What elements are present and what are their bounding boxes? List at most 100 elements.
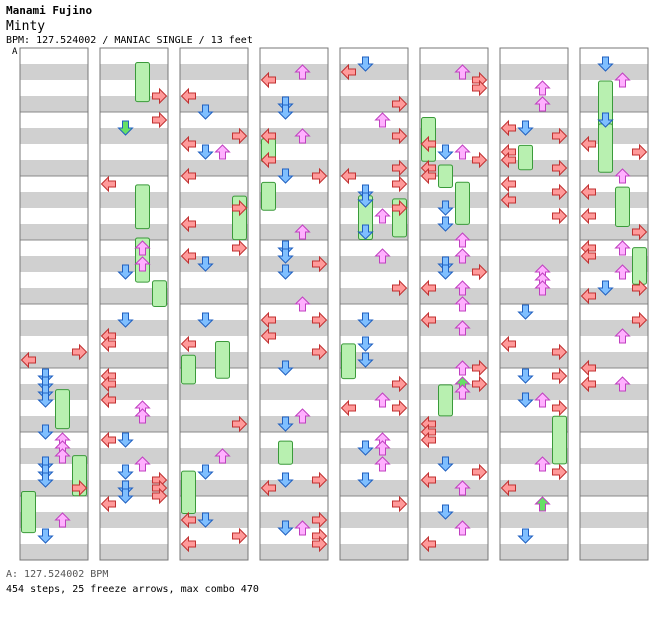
step-arrow-up bbox=[374, 456, 391, 472]
freeze-arrow bbox=[181, 354, 196, 385]
stripe-band bbox=[20, 320, 88, 336]
step-arrow-right bbox=[152, 87, 168, 105]
stripe-band bbox=[260, 64, 328, 80]
freeze-arrow bbox=[278, 440, 293, 465]
stripe-band bbox=[180, 480, 248, 496]
freeze-arrow bbox=[598, 123, 613, 173]
stripe-band bbox=[500, 192, 568, 208]
step-arrow-right bbox=[472, 151, 488, 169]
stripe-band bbox=[180, 320, 248, 336]
step-arrow-down bbox=[437, 200, 454, 216]
stripe-band bbox=[580, 448, 648, 464]
stripe-band bbox=[340, 192, 408, 208]
freeze-arrow bbox=[632, 247, 647, 285]
step-arrow-up bbox=[374, 440, 391, 456]
step-arrow-right bbox=[552, 207, 568, 225]
step-arrow-down bbox=[277, 472, 294, 488]
step-arrow-up bbox=[294, 224, 311, 240]
stripe-band bbox=[580, 192, 648, 208]
step-arrow-left bbox=[580, 247, 596, 265]
stripe-band bbox=[500, 384, 568, 400]
stripe-band bbox=[20, 64, 88, 80]
step-arrow-down bbox=[117, 264, 134, 280]
stripe-band bbox=[420, 480, 488, 496]
step-arrow-up bbox=[614, 328, 631, 344]
stripe-band bbox=[100, 128, 168, 144]
stripe-band bbox=[100, 544, 168, 560]
step-arrow-left bbox=[580, 207, 596, 225]
stripe-band bbox=[260, 384, 328, 400]
stripe-band bbox=[260, 128, 328, 144]
step-arrow-down bbox=[437, 504, 454, 520]
step-arrow-up bbox=[454, 384, 471, 400]
step-arrow-right bbox=[312, 311, 328, 329]
step-arrow-left bbox=[580, 375, 596, 393]
step-arrow-right bbox=[392, 279, 408, 297]
step-arrow-left bbox=[100, 391, 116, 409]
step-arrow-down bbox=[277, 168, 294, 184]
step-arrow-down bbox=[357, 472, 374, 488]
freeze-arrow bbox=[181, 470, 196, 514]
step-arrow-left bbox=[420, 471, 436, 489]
step-arrow-left bbox=[180, 247, 196, 265]
step-arrow-left bbox=[100, 375, 116, 393]
stripe-band bbox=[260, 480, 328, 496]
step-arrow-right bbox=[312, 255, 328, 273]
stripe-band bbox=[260, 448, 328, 464]
stripe-band bbox=[420, 320, 488, 336]
step-arrow-up bbox=[294, 408, 311, 424]
stripe-band bbox=[500, 512, 568, 528]
step-arrow-left bbox=[340, 167, 356, 185]
step-arrow-right bbox=[392, 495, 408, 513]
stripe-band bbox=[420, 544, 488, 560]
stripe-band bbox=[340, 544, 408, 560]
step-arrow-right bbox=[152, 111, 168, 129]
stripe-band bbox=[180, 352, 248, 368]
stripe-band bbox=[20, 288, 88, 304]
step-arrow-down bbox=[277, 104, 294, 120]
step-arrow-down bbox=[517, 392, 534, 408]
stripe-band bbox=[100, 64, 168, 80]
stripe-band bbox=[100, 256, 168, 272]
step-arrow-up bbox=[134, 456, 151, 472]
step-arrow-up bbox=[454, 64, 471, 80]
stripe-band bbox=[20, 160, 88, 176]
stripe-band bbox=[580, 544, 648, 560]
chart-column-frame bbox=[419, 47, 489, 561]
step-arrow-down bbox=[197, 512, 214, 528]
stripe-band bbox=[580, 224, 648, 240]
step-arrow-down bbox=[37, 392, 54, 408]
step-arrow-up bbox=[54, 448, 71, 464]
step-arrow-left bbox=[500, 175, 516, 193]
chart-column-frame bbox=[499, 47, 569, 561]
step-arrow-up bbox=[374, 392, 391, 408]
step-arrow-left bbox=[580, 359, 596, 377]
stripe-band bbox=[260, 288, 328, 304]
step-arrow-up bbox=[534, 456, 551, 472]
step-arrow-left bbox=[580, 287, 596, 305]
step-arrow-right bbox=[392, 399, 408, 417]
stripe-band bbox=[20, 96, 88, 112]
chart-column-frame bbox=[19, 47, 89, 561]
step-arrow-left bbox=[260, 327, 276, 345]
step-arrow-up bbox=[134, 408, 151, 424]
step-arrow-down bbox=[357, 352, 374, 368]
step-arrow-right bbox=[552, 463, 568, 481]
step-arrow-right bbox=[552, 183, 568, 201]
stripe-band bbox=[340, 448, 408, 464]
step-arrow-left bbox=[340, 399, 356, 417]
step-arrow-right bbox=[312, 343, 328, 361]
stripe-band bbox=[420, 384, 488, 400]
chart-column-frame bbox=[99, 47, 169, 561]
step-arrow-right bbox=[312, 511, 328, 529]
stripe-band bbox=[580, 480, 648, 496]
step-arrow-right bbox=[312, 535, 328, 553]
freeze-arrow bbox=[455, 181, 470, 225]
step-arrow-up bbox=[134, 256, 151, 272]
step-arrow-down bbox=[517, 528, 534, 544]
stripe-band bbox=[260, 544, 328, 560]
artist-name: Manami Fujino bbox=[6, 4, 93, 17]
freeze-arrow bbox=[135, 184, 150, 230]
step-arrow-down bbox=[517, 120, 534, 136]
step-arrow-down bbox=[437, 264, 454, 280]
